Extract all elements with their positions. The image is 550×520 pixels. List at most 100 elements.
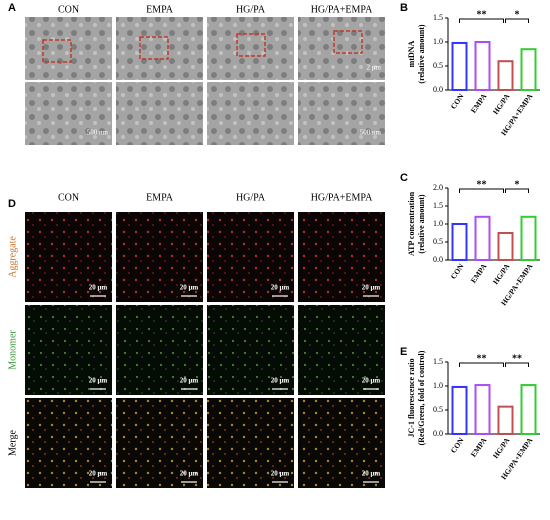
y-axis-label: (Red/Green, fold of control) — [417, 350, 426, 445]
scale-bar-label: 20 μm — [89, 284, 108, 292]
significance-bracket — [505, 18, 529, 23]
bar — [497, 405, 514, 436]
panel-label: B — [400, 2, 408, 14]
micrograph — [298, 17, 385, 80]
panel-label: A — [8, 2, 16, 14]
y-axis-label: JC-1 fluorescence ratio — [407, 359, 416, 438]
column-label: EMPA — [146, 4, 174, 15]
y-axis-label: mtDNA — [407, 40, 416, 67]
y-tick-label: 0.0 — [433, 85, 443, 94]
scale-bar-label: 20 μm — [362, 470, 381, 478]
micrograph — [116, 398, 203, 488]
x-tick-label: CON — [449, 91, 466, 110]
x-tick-label: HG/PA — [491, 262, 512, 287]
y-tick-label: 1.0 — [433, 381, 443, 390]
scale-bar-label: 20 μm — [362, 377, 381, 385]
scale-bar-label: 20 μm — [271, 470, 290, 478]
micrograph — [298, 398, 385, 488]
scale-bar-label: 20 μm — [89, 377, 108, 385]
significance-label: ** — [477, 179, 487, 190]
bar — [451, 41, 468, 91]
micrograph — [25, 212, 112, 302]
column-label: HG/PA — [236, 192, 266, 203]
bar — [474, 41, 491, 91]
micrograph — [116, 17, 203, 80]
y-tick-label: 1.5 — [433, 13, 443, 22]
zoom-box — [333, 30, 363, 54]
micrograph — [25, 305, 112, 395]
y-tick-label: 1.0 — [433, 37, 443, 46]
y-tick-label: 0.5 — [433, 405, 443, 414]
bar — [497, 232, 514, 261]
y-tick-label: 1.0 — [433, 219, 443, 228]
column-label: HG/PA+EMPA — [311, 192, 373, 203]
x-tick-label: EMPA — [469, 262, 489, 285]
zoom-box — [42, 39, 72, 63]
micrograph — [25, 82, 112, 145]
x-tick-label: CON — [449, 261, 466, 280]
significance-bracket — [459, 18, 504, 23]
scale-bar-label: 20 μm — [180, 377, 199, 385]
column-label: CON — [58, 192, 79, 203]
y-tick-label: 0.5 — [433, 237, 443, 246]
micrograph — [116, 82, 203, 145]
bar — [520, 384, 537, 436]
scale-bar-label: 20 μm — [180, 470, 199, 478]
scale-bar-label: 20 μm — [271, 284, 290, 292]
row-label: Monomer — [7, 330, 18, 370]
micrograph — [116, 212, 203, 302]
y-axis-label: (relative amount) — [417, 194, 426, 254]
bar — [497, 60, 514, 91]
micrograph — [207, 17, 294, 80]
scale-bar-label: 20 μm — [180, 284, 199, 292]
row-label: Merge — [7, 429, 18, 455]
bar — [520, 215, 537, 262]
scale-bar-label: 500 nm — [87, 129, 109, 137]
significance-bracket — [505, 188, 529, 193]
scale-bar-label: 20 μm — [362, 284, 381, 292]
y-axis-label: (relative amount) — [417, 24, 426, 84]
micrograph — [25, 398, 112, 488]
significance-label: * — [515, 179, 520, 190]
scale-bar-label: 20 μm — [271, 377, 290, 385]
panel-label: D — [8, 198, 16, 210]
micrograph — [116, 305, 203, 395]
micrograph — [207, 398, 294, 488]
significance-label: ** — [477, 353, 487, 364]
row-label: Aggregate — [7, 236, 18, 278]
y-tick-label: 0.0 — [433, 255, 443, 264]
column-label: HG/PA — [236, 4, 266, 15]
micrograph — [298, 212, 385, 302]
column-label: HG/PA+EMPA — [311, 4, 373, 15]
column-label: CON — [58, 4, 79, 15]
bar — [451, 223, 468, 261]
zoom-box — [139, 36, 169, 60]
panel-label: C — [400, 172, 408, 184]
x-tick-label: EMPA — [469, 436, 489, 459]
significance-label: ** — [512, 353, 522, 364]
micrograph — [298, 82, 385, 145]
bar — [451, 385, 468, 435]
x-tick-label: EMPA — [469, 92, 489, 115]
y-tick-label: 1.5 — [433, 201, 443, 210]
y-tick-label: 1.5 — [433, 357, 443, 366]
column-label: EMPA — [146, 192, 174, 203]
significance-label: * — [515, 9, 520, 20]
micrograph — [207, 82, 294, 145]
micrograph — [207, 305, 294, 395]
bar — [474, 384, 491, 436]
x-tick-label: HG/PA — [491, 92, 512, 117]
zoom-box — [236, 33, 266, 57]
y-tick-label: 2.0 — [433, 183, 443, 192]
x-tick-label: HG/PA — [491, 436, 512, 461]
bar — [520, 48, 537, 91]
bar — [474, 215, 491, 262]
y-tick-label: 0.0 — [433, 429, 443, 438]
significance-label: ** — [477, 9, 487, 20]
micrograph — [298, 305, 385, 395]
micrograph — [207, 212, 294, 302]
micrograph — [25, 17, 112, 80]
scale-bar-label: 2 μm — [367, 64, 382, 72]
x-tick-label: CON — [449, 435, 466, 454]
